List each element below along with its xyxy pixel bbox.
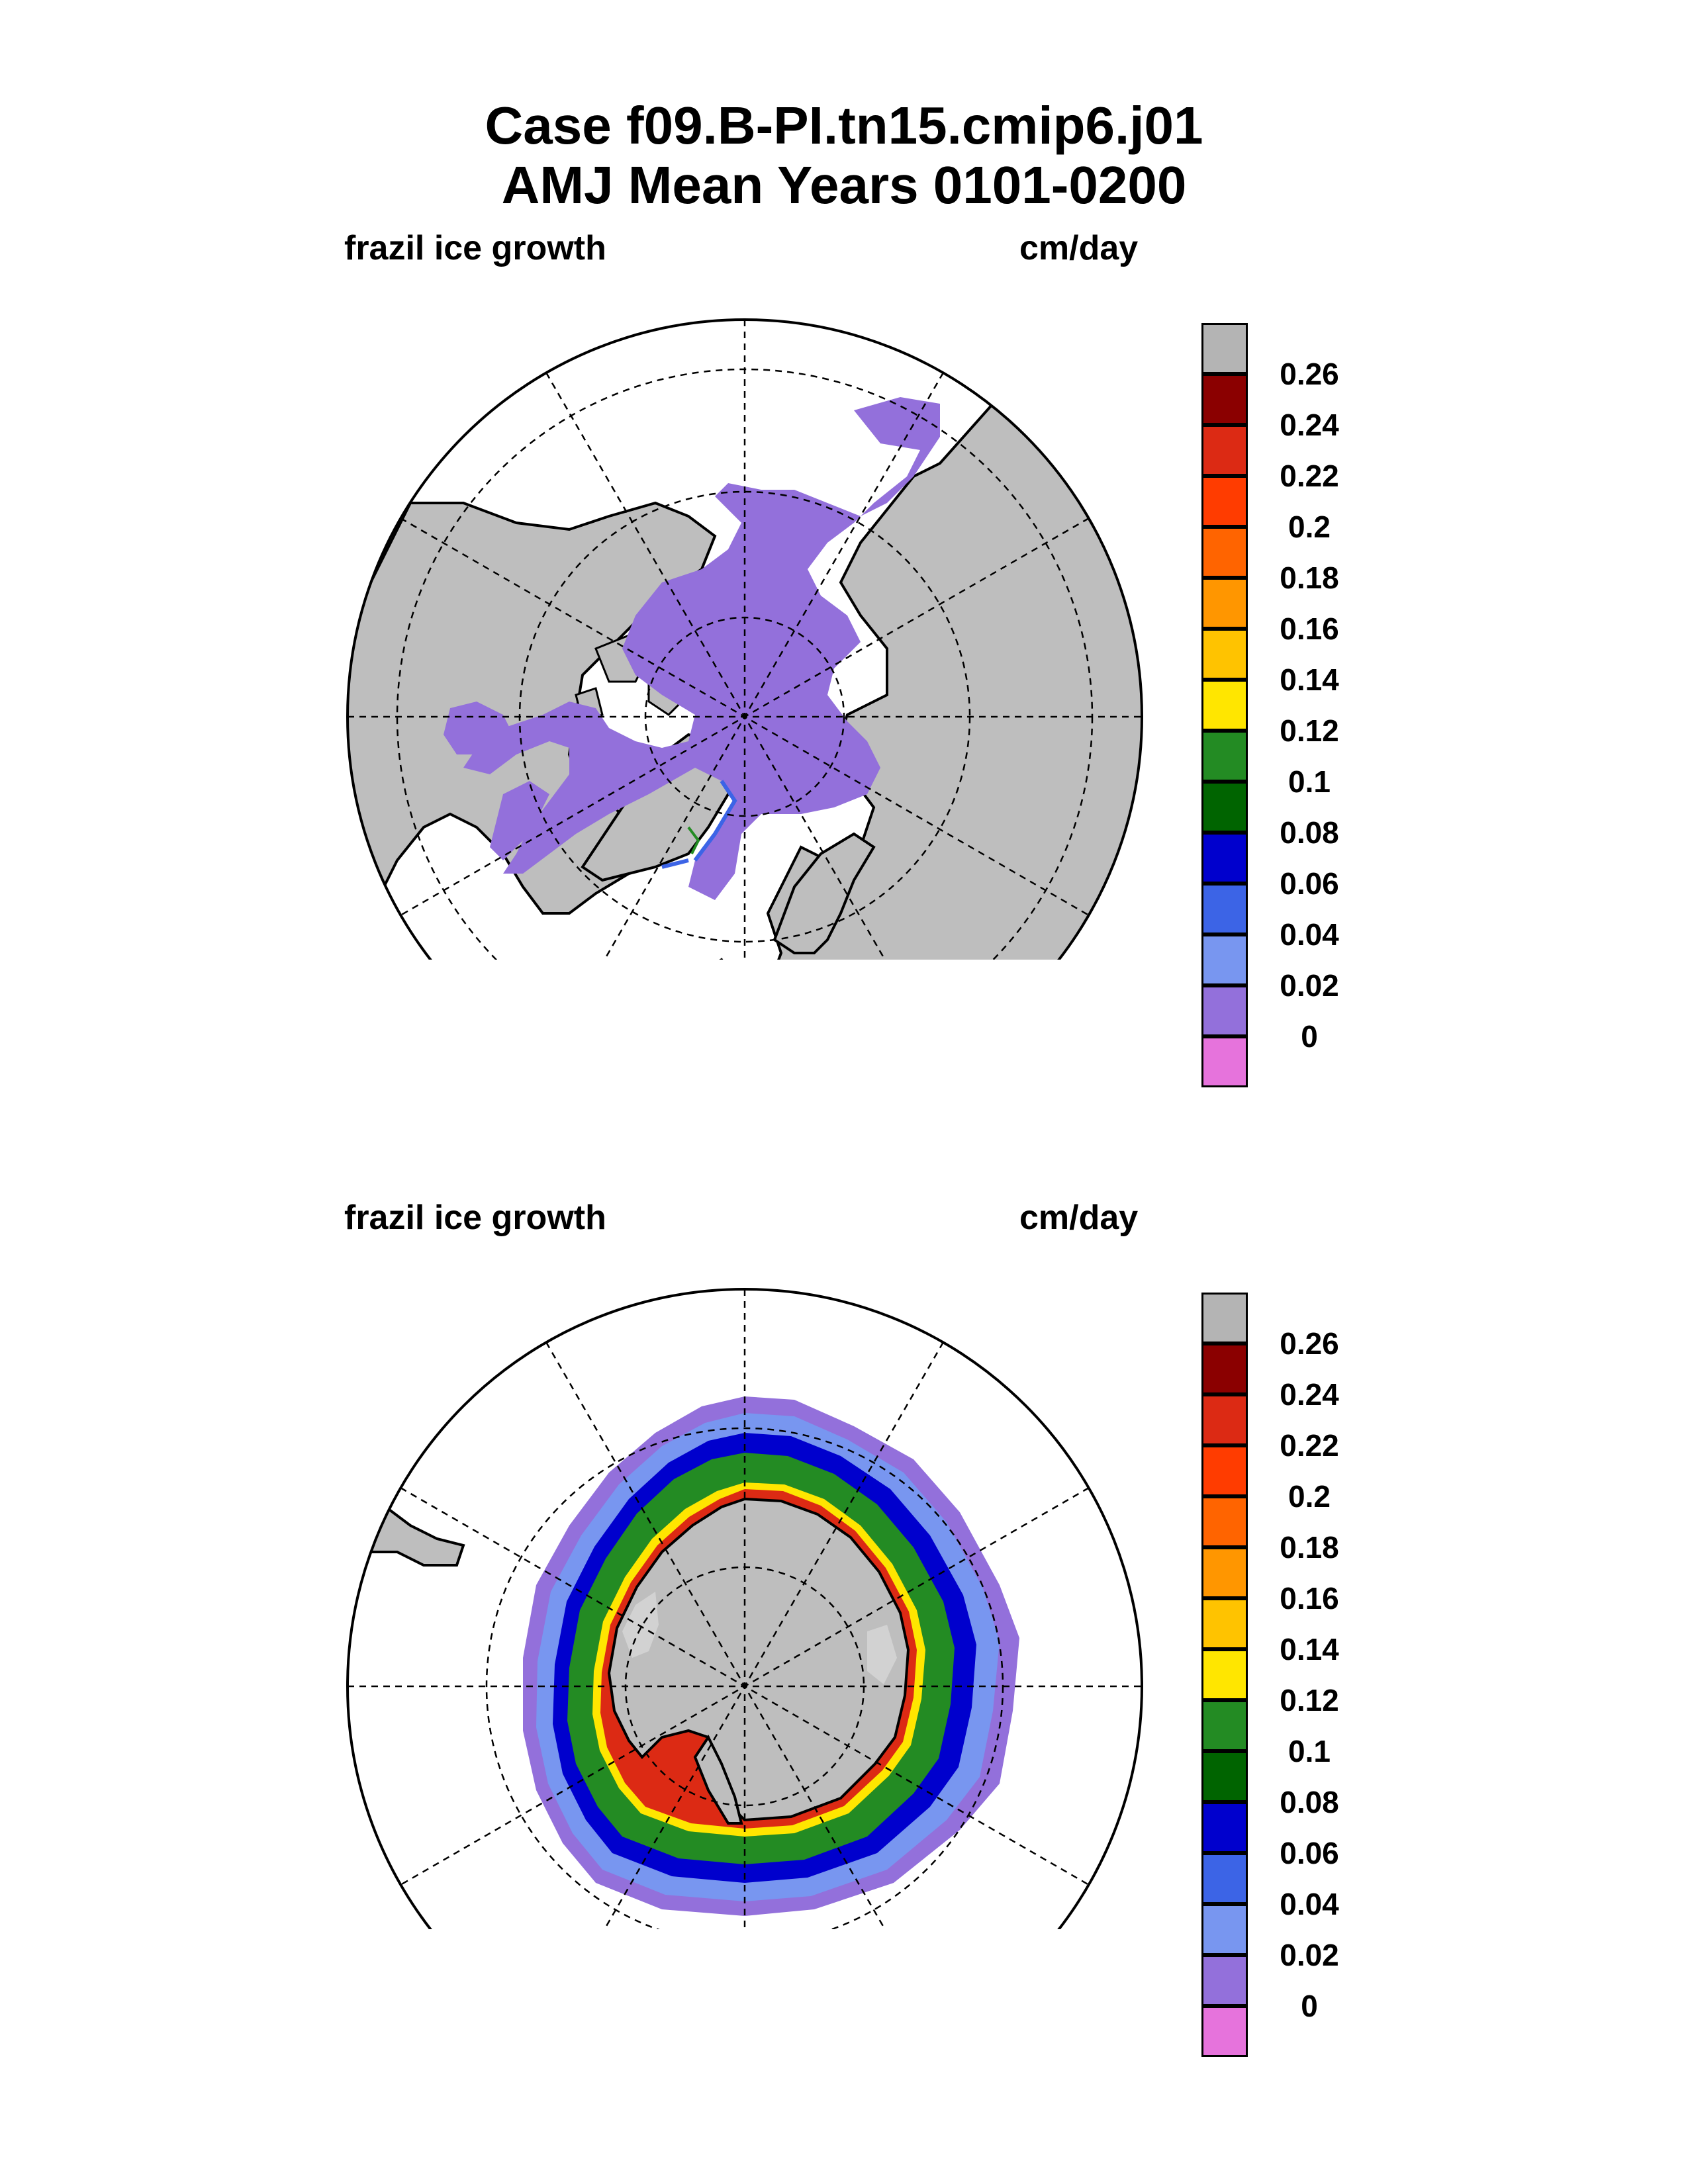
north-cbar-swatch-0 (1201, 323, 1248, 374)
south-cbar-swatch-14 (1201, 2006, 1248, 2057)
north-colorbar: 0.26 0.24 0.22 0.2 0.18 0.16 0.14 0.12 0… (1201, 323, 1374, 1104)
south-cbar-tick: 0.26 (1280, 1326, 1339, 1361)
south-panel-units-label: cm/day (1019, 1199, 1139, 1237)
south-cbar-swatch-4 (1201, 1496, 1248, 1547)
north-cbar-tick: 0.24 (1280, 408, 1339, 442)
antarctic-peninsula (693, 1735, 743, 1825)
south-cbar-tick: 0.22 (1280, 1428, 1339, 1463)
south-cbar-swatch-9 (1201, 1751, 1248, 1802)
north-panel-variable-label: frazil ice growth (344, 229, 606, 267)
north-polar-map (346, 318, 1143, 960)
scandinavia-landmass (773, 832, 876, 954)
south-cbar-swatch-1 (1201, 1343, 1248, 1394)
weddell-ice-shelf (867, 1625, 897, 1684)
south-cbar-swatch-7 (1201, 1649, 1248, 1700)
main-title-line-2: AMJ Mean Years 0101-0200 (501, 156, 1187, 214)
south-cbar-tick: 0.16 (1280, 1581, 1339, 1615)
south-cbar-tick: 0.14 (1280, 1632, 1339, 1666)
south-cbar-tick: 0.12 (1280, 1683, 1339, 1717)
south-cbar-swatch-8 (1201, 1700, 1248, 1751)
south-cbar-tick: 0.06 (1280, 1836, 1339, 1870)
north-cbar-tick: 0.06 (1280, 866, 1339, 901)
north-cbar-swatch-6 (1201, 629, 1248, 680)
north-cbar-tick: 0.08 (1280, 815, 1339, 850)
north-cbar-swatch-13 (1201, 985, 1248, 1036)
north-cbar-swatch-12 (1201, 934, 1248, 985)
north-cbar-swatch-4 (1201, 527, 1248, 578)
hudson-bay-ice (444, 702, 549, 860)
south-cbar-swatch-2 (1201, 1394, 1248, 1445)
north-cbar-tick: 0.1 (1288, 764, 1331, 799)
south-graticule (348, 1289, 1142, 1929)
south-cbar-swatch-6 (1201, 1598, 1248, 1649)
south-colorbar: 0.26 0.24 0.22 0.2 0.18 0.16 0.14 0.12 0… (1201, 1293, 1374, 2073)
north-cbar-swatch-8 (1201, 731, 1248, 782)
north-panel-units-label: cm/day (1019, 229, 1139, 267)
south-cbar-tick: 0.2 (1288, 1479, 1331, 1514)
south-cbar-swatch-13 (1201, 1955, 1248, 2006)
eurasia-landmass (727, 388, 1142, 960)
south-cbar-tick: 0 (1301, 1989, 1318, 2023)
south-cbar-swatch-5 (1201, 1547, 1248, 1598)
north-cbar-tick: 0.26 (1280, 357, 1339, 391)
north-cbar-swatch-3 (1201, 476, 1248, 527)
greenland-ice-edge (661, 780, 737, 869)
north-graticule (348, 320, 1142, 960)
south-cbar-swatch-0 (1201, 1293, 1248, 1343)
north-cbar-tick: 0.04 (1280, 917, 1339, 952)
main-title-line-1: Case f09.B-PI.tn15.cmip6.j01 (485, 96, 1203, 155)
north-cbar-swatch-14 (1201, 1036, 1248, 1087)
south-polar-map (346, 1288, 1143, 1929)
north-cbar-swatch-11 (1201, 884, 1248, 934)
south-panel-variable-label: frazil ice growth (344, 1199, 606, 1237)
south-cbar-tick: 0.08 (1280, 1785, 1339, 1819)
south-cbar-swatch-10 (1201, 1802, 1248, 1853)
north-cbar-swatch-2 (1201, 425, 1248, 476)
south-cbar-tick: 0.18 (1280, 1530, 1339, 1565)
north-cbar-tick: 0.12 (1280, 713, 1339, 748)
south-cbar-swatch-11 (1201, 1853, 1248, 1904)
south-map-border (346, 1288, 1143, 1929)
south-cbar-tick: 0.24 (1280, 1377, 1339, 1412)
ross-ice-shelf (622, 1592, 659, 1658)
south-cbar-swatch-3 (1201, 1445, 1248, 1496)
south-cbar-tick: 0.1 (1288, 1734, 1331, 1768)
north-cbar-tick: 0.02 (1280, 968, 1339, 1003)
north-cbar-tick: 0.16 (1280, 612, 1339, 646)
arctic-sea-ice (463, 397, 940, 900)
north-cbar-swatch-7 (1201, 680, 1248, 731)
greenland-green-edge (687, 826, 700, 854)
north-cbar-swatch-9 (1201, 782, 1248, 833)
north-cbar-swatch-5 (1201, 578, 1248, 629)
north-cbar-tick: 0.14 (1280, 662, 1339, 697)
north-cbar-swatch-10 (1201, 833, 1248, 884)
south-cbar-swatch-12 (1201, 1904, 1248, 1955)
north-cbar-tick: 0.18 (1280, 561, 1339, 595)
south-cbar-tick: 0.02 (1280, 1938, 1339, 1972)
north-cbar-tick: 0.22 (1280, 459, 1339, 493)
south-cbar-tick: 0.04 (1280, 1887, 1339, 1921)
north-cbar-swatch-1 (1201, 374, 1248, 425)
north-cbar-tick: 0 (1301, 1019, 1318, 1054)
north-map-border (346, 318, 1143, 960)
north-cbar-tick: 0.2 (1288, 510, 1331, 544)
